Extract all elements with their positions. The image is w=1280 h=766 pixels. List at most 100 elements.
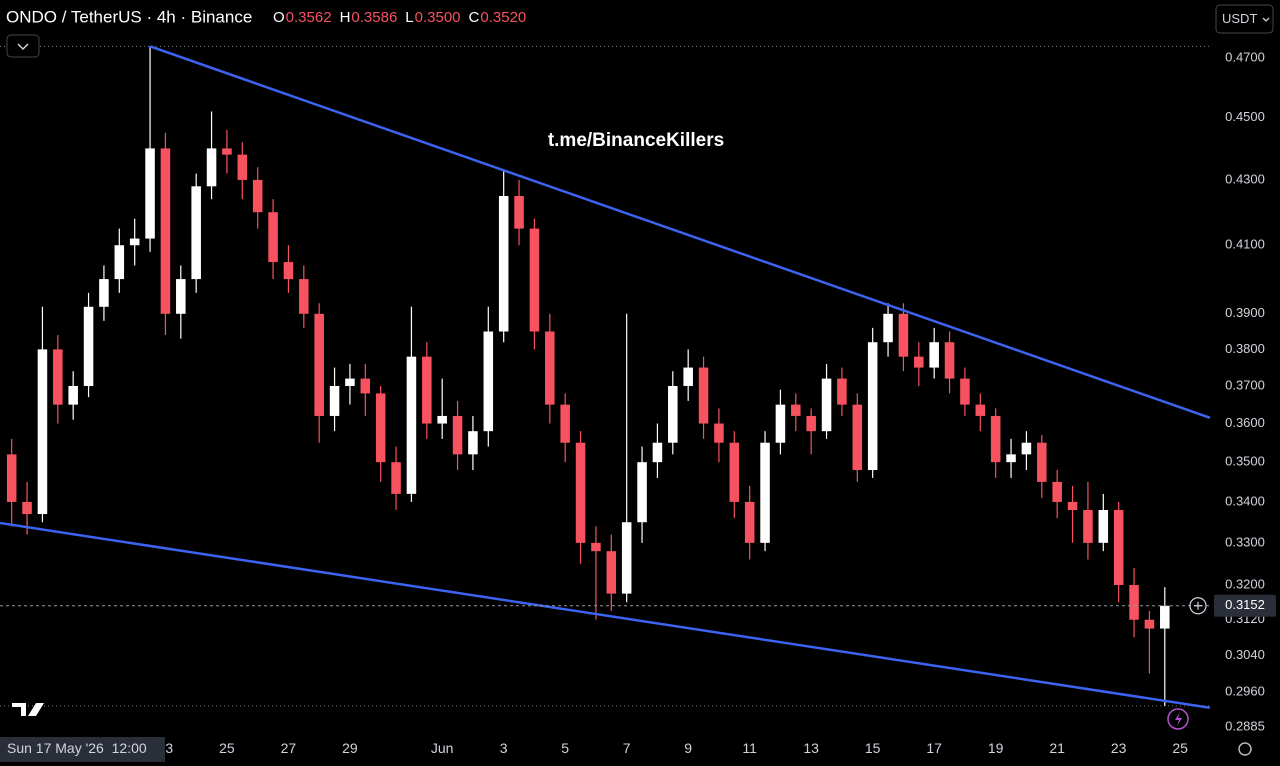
candle-body [929, 342, 939, 368]
flash-bolt [1175, 712, 1182, 726]
candle-body [791, 404, 801, 416]
candle-body [1052, 481, 1062, 502]
currency-chevron [1262, 17, 1270, 22]
flash-icon[interactable] [1167, 708, 1189, 730]
candle-body [452, 415, 463, 455]
candle-body [145, 148, 155, 239]
candle-body [837, 378, 847, 405]
trendline [149, 45, 1211, 420]
candle-body [529, 228, 540, 332]
x-tick-label: 7 [623, 740, 631, 756]
candle-body [329, 385, 340, 416]
x-tick-label: 9 [684, 740, 692, 756]
x-tick-label: 3 [500, 740, 508, 756]
candle-body [37, 349, 48, 515]
y-tick-label: 0.3200 [1225, 576, 1265, 591]
last-price-label: 0.3152 [1225, 597, 1265, 612]
candle-body [222, 148, 232, 155]
x-tick-label: 13 [803, 740, 819, 756]
candle-body [360, 378, 371, 394]
candle-body [744, 501, 755, 543]
candle-body [375, 393, 386, 463]
candle-body [268, 212, 278, 263]
candle-body [1037, 442, 1047, 482]
y-tick-label: 0.4300 [1225, 171, 1265, 186]
candle-body [1144, 619, 1155, 629]
candle-body [345, 378, 355, 386]
chevron-icon [17, 43, 29, 51]
candle-body [806, 415, 816, 432]
candle-body [867, 342, 878, 471]
tv-logo [12, 703, 44, 716]
candle-body [1113, 509, 1124, 586]
candle-body [68, 385, 78, 405]
candle-body [821, 378, 832, 432]
candle-body [176, 279, 186, 314]
candle-body [683, 367, 693, 386]
y-tick-label: 0.3700 [1225, 377, 1265, 392]
candle-body [514, 195, 524, 229]
candle-body [437, 415, 447, 424]
candle-body [898, 313, 909, 357]
crosshair-time-box [0, 737, 165, 762]
candle-body [1129, 585, 1139, 620]
candle-body [498, 195, 509, 332]
candle-body [6, 454, 17, 502]
candle-body [1006, 454, 1016, 463]
candle-body [914, 356, 924, 368]
candle-body [129, 238, 140, 246]
y-tick-label: 0.3400 [1225, 493, 1265, 508]
candle-body [283, 262, 294, 280]
trendline [0, 521, 1211, 709]
y-tick-label: 0.3900 [1225, 305, 1265, 320]
candle-body [944, 342, 955, 379]
currency-label: USDT [1222, 11, 1257, 26]
candle-body [560, 404, 570, 443]
candle-body [1021, 442, 1032, 455]
ohlc-value: 0.3500 [415, 9, 461, 26]
candle-body [83, 306, 94, 386]
add-alert-button[interactable] [1189, 597, 1207, 615]
candle-body [252, 179, 263, 213]
candle-body [621, 522, 632, 594]
plot-area [0, 45, 1211, 709]
x-tick-label: 17 [926, 740, 942, 756]
candle-body [299, 279, 309, 314]
candle-body [975, 404, 986, 416]
candle-body [160, 148, 171, 314]
ohlc-key: L [405, 9, 413, 26]
plus-icon [1194, 601, 1202, 610]
candle-body [591, 542, 601, 552]
x-tick-label: 11 [742, 740, 757, 756]
candle-body [468, 431, 478, 455]
candle-body [729, 442, 740, 502]
currency-button[interactable] [1215, 4, 1274, 34]
x-tick-label: 5 [561, 740, 569, 756]
collapse-button[interactable] [6, 34, 40, 58]
candle-body [637, 462, 647, 523]
y-tick-label: 0.2960 [1225, 683, 1265, 698]
x-tick-label: 15 [865, 740, 881, 756]
crosshair-time: Sun 17 May '26 12:00 [7, 740, 147, 756]
candle-body [1098, 509, 1109, 543]
x-tick-label: 19 [988, 740, 1004, 756]
last-price-box [1214, 594, 1276, 617]
y-tick-label: 0.3040 [1225, 647, 1265, 662]
candle-body [237, 154, 248, 180]
symbol-title: ONDO / TetherUS · 4h · Binance [6, 7, 252, 26]
ohlc-legend: O 0.3562 H 0.3586 L 0.3500 C 0.3520 [273, 9, 526, 26]
candle-body [191, 186, 201, 280]
candle-body [406, 356, 417, 494]
candle-body [545, 331, 555, 405]
ohlc-key: C [469, 9, 480, 26]
ohlc-value: 0.3562 [286, 9, 332, 26]
y-tick-label: 0.3300 [1225, 534, 1265, 549]
candle-body [990, 415, 1001, 463]
candle-body [960, 378, 970, 405]
candle-body [760, 442, 770, 543]
settings-icon[interactable] [1238, 742, 1252, 756]
candle-body [698, 367, 709, 424]
candle-body [314, 313, 324, 416]
x-tick-label: 29 [342, 740, 358, 756]
